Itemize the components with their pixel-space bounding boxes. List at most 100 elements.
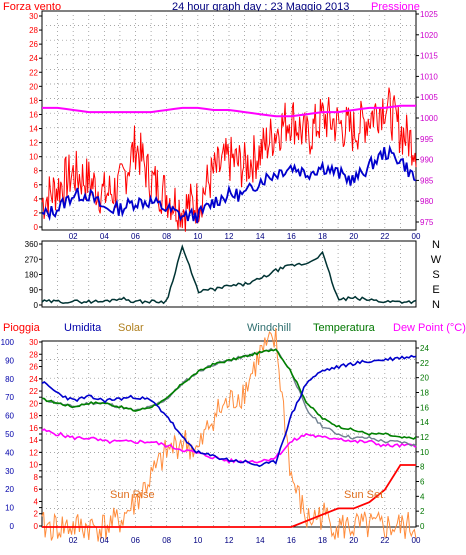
x-tick-label: 06 [131, 536, 140, 545]
humidity-line [41, 354, 417, 468]
x-tick-label: 02 [69, 536, 78, 545]
humidity-axis-tick-label: 20 [5, 485, 14, 494]
x-tick-label: 04 [100, 232, 109, 241]
wind-axis-tick-label: 4 [34, 195, 39, 204]
x-tick-label: 08 [162, 232, 171, 241]
pressure-axis-tick-label: 985 [420, 176, 434, 185]
compass-label: E [432, 284, 439, 296]
temperature-axis-tick-label: 18 [420, 389, 429, 398]
wind-x-tick-labels: 02 04 06 08 10 12 14 16 18 20 22 00 [69, 232, 421, 241]
temperature-axis-tick-label: 4 [420, 492, 425, 501]
x-tick-label: 22 [380, 536, 389, 545]
x-tick-label: 00 [412, 536, 421, 545]
x-tick-label: 04 [100, 536, 109, 545]
direction-axis-tick-label: 180 [25, 271, 39, 280]
wind-axis-tick-label: 28 [29, 26, 38, 35]
pressure-axis-tick-label: 975 [420, 218, 434, 227]
temperature-axis-tick-label: 20 [420, 374, 429, 383]
x-tick-label: 10 [193, 232, 202, 241]
rain-axis-tick-label: 18 [29, 412, 38, 421]
pressure-axis-tick-label: 1000 [420, 114, 438, 123]
temperature-axis-tick-label: 22 [420, 359, 429, 368]
rain-axis-tick-label: 12 [29, 448, 38, 457]
rain-axis-tick-label: 22 [29, 387, 38, 396]
dewpoint-label: Dew Point (°C) [393, 322, 466, 334]
wind-axis-tick-label: 2 [34, 209, 39, 218]
compass-label: W [431, 254, 442, 266]
temperature-axis-tick-label: 0 [420, 522, 425, 531]
x-tick-label: 16 [287, 232, 296, 241]
sunrise-annotation: Sun Rise [110, 489, 155, 501]
humidity-axis-tick-label: 90 [5, 356, 14, 365]
temperature-axis-tick-label: 6 [420, 478, 425, 487]
direction-axis-tick-label: 270 [25, 255, 39, 264]
x-tick-label: 16 [287, 536, 296, 545]
pressure-axis-tick-label: 980 [420, 197, 434, 206]
wind-label: Forza vento [3, 1, 61, 13]
humidity-axis-tick-label: 100 [1, 338, 15, 347]
direction-grid [57, 241, 401, 307]
x-tick-label: 12 [225, 232, 234, 241]
humidity-axis-tick-label: 60 [5, 412, 14, 421]
direction-axis-labels: 360 270 180 90 0 [25, 240, 42, 310]
rain-axis-tick-label: 8 [34, 473, 39, 482]
pressure-line [42, 104, 416, 118]
wind-axis-tick-label: 0 [34, 223, 39, 232]
pressure-axis-tick-label: 1005 [420, 93, 438, 102]
pressure-axis-tick-label: 1025 [420, 10, 438, 19]
x-tick-label: 12 [225, 536, 234, 545]
rain-line [42, 464, 416, 528]
temperature-axis-tick-label: 12 [420, 433, 429, 442]
wind-axis-tick-label: 6 [34, 181, 39, 190]
x-tick-label: 14 [256, 232, 265, 241]
compass-label: S [432, 269, 439, 281]
rain-axis-tick-label: 14 [29, 436, 38, 445]
rain-axis-tick-label: 6 [34, 485, 39, 494]
humidity-axis-tick-label: 40 [5, 448, 14, 457]
x-tick-label: 00 [412, 232, 421, 241]
windchill-label: Windchill [247, 322, 291, 334]
temperature-line [41, 348, 417, 440]
wind-grid [42, 11, 416, 230]
humidity-axis-tick-label: 70 [5, 393, 14, 402]
wind-series [41, 87, 417, 232]
temperature-axis-tick-label: 2 [420, 507, 425, 516]
rain-axis-tick-label: 0 [34, 522, 39, 531]
x-tick-label: 14 [256, 536, 265, 545]
pressure-label: Pressione [371, 1, 420, 13]
rain-axis-tick-label: 24 [29, 375, 38, 384]
rain-axis-tick-label: 2 [34, 510, 39, 519]
x-tick-label: 22 [380, 232, 389, 241]
solar-label: Solar [118, 322, 144, 334]
direction-series [41, 244, 417, 305]
rain-axis-tick-label: 10 [29, 461, 38, 470]
rain-axis-tick-label: 30 [29, 338, 38, 347]
rain-label: Pioggia [3, 322, 41, 334]
avg-wind-line [41, 144, 417, 224]
rain-axis-tick-label: 26 [29, 363, 38, 372]
pressure-axis-tick-label: 990 [420, 156, 434, 165]
wind-axis-tick-label: 16 [29, 110, 38, 119]
direction-axis-tick-label: 0 [34, 301, 39, 310]
wind-axis-tick-label: 26 [29, 40, 38, 49]
pressure-axis-tick-label: 1020 [420, 31, 438, 40]
direction-axis-tick-label: 90 [29, 286, 38, 295]
pressure-axis-tick-label: 995 [420, 135, 434, 144]
humidity-x-tick-labels: 02 04 06 08 10 12 14 16 18 20 22 00 [69, 536, 421, 545]
wind-direction-line [41, 244, 417, 305]
x-tick-label: 02 [69, 232, 78, 241]
wind-axis-tick-label: 8 [34, 167, 39, 176]
rain-axis-tick-label: 16 [29, 424, 38, 433]
wind-axis-tick-label: 20 [29, 82, 38, 91]
wind-axis-tick-label: 30 [29, 12, 38, 21]
humidity-axis-tick-label: 50 [5, 430, 14, 439]
x-tick-label: 18 [318, 232, 327, 241]
humidity-label: Umidita [64, 322, 102, 334]
x-tick-label: 20 [349, 232, 358, 241]
x-tick-label: 10 [193, 536, 202, 545]
direction-axis-tick-label: 360 [25, 240, 39, 249]
humidity-axis-tick-label: 80 [5, 375, 14, 384]
